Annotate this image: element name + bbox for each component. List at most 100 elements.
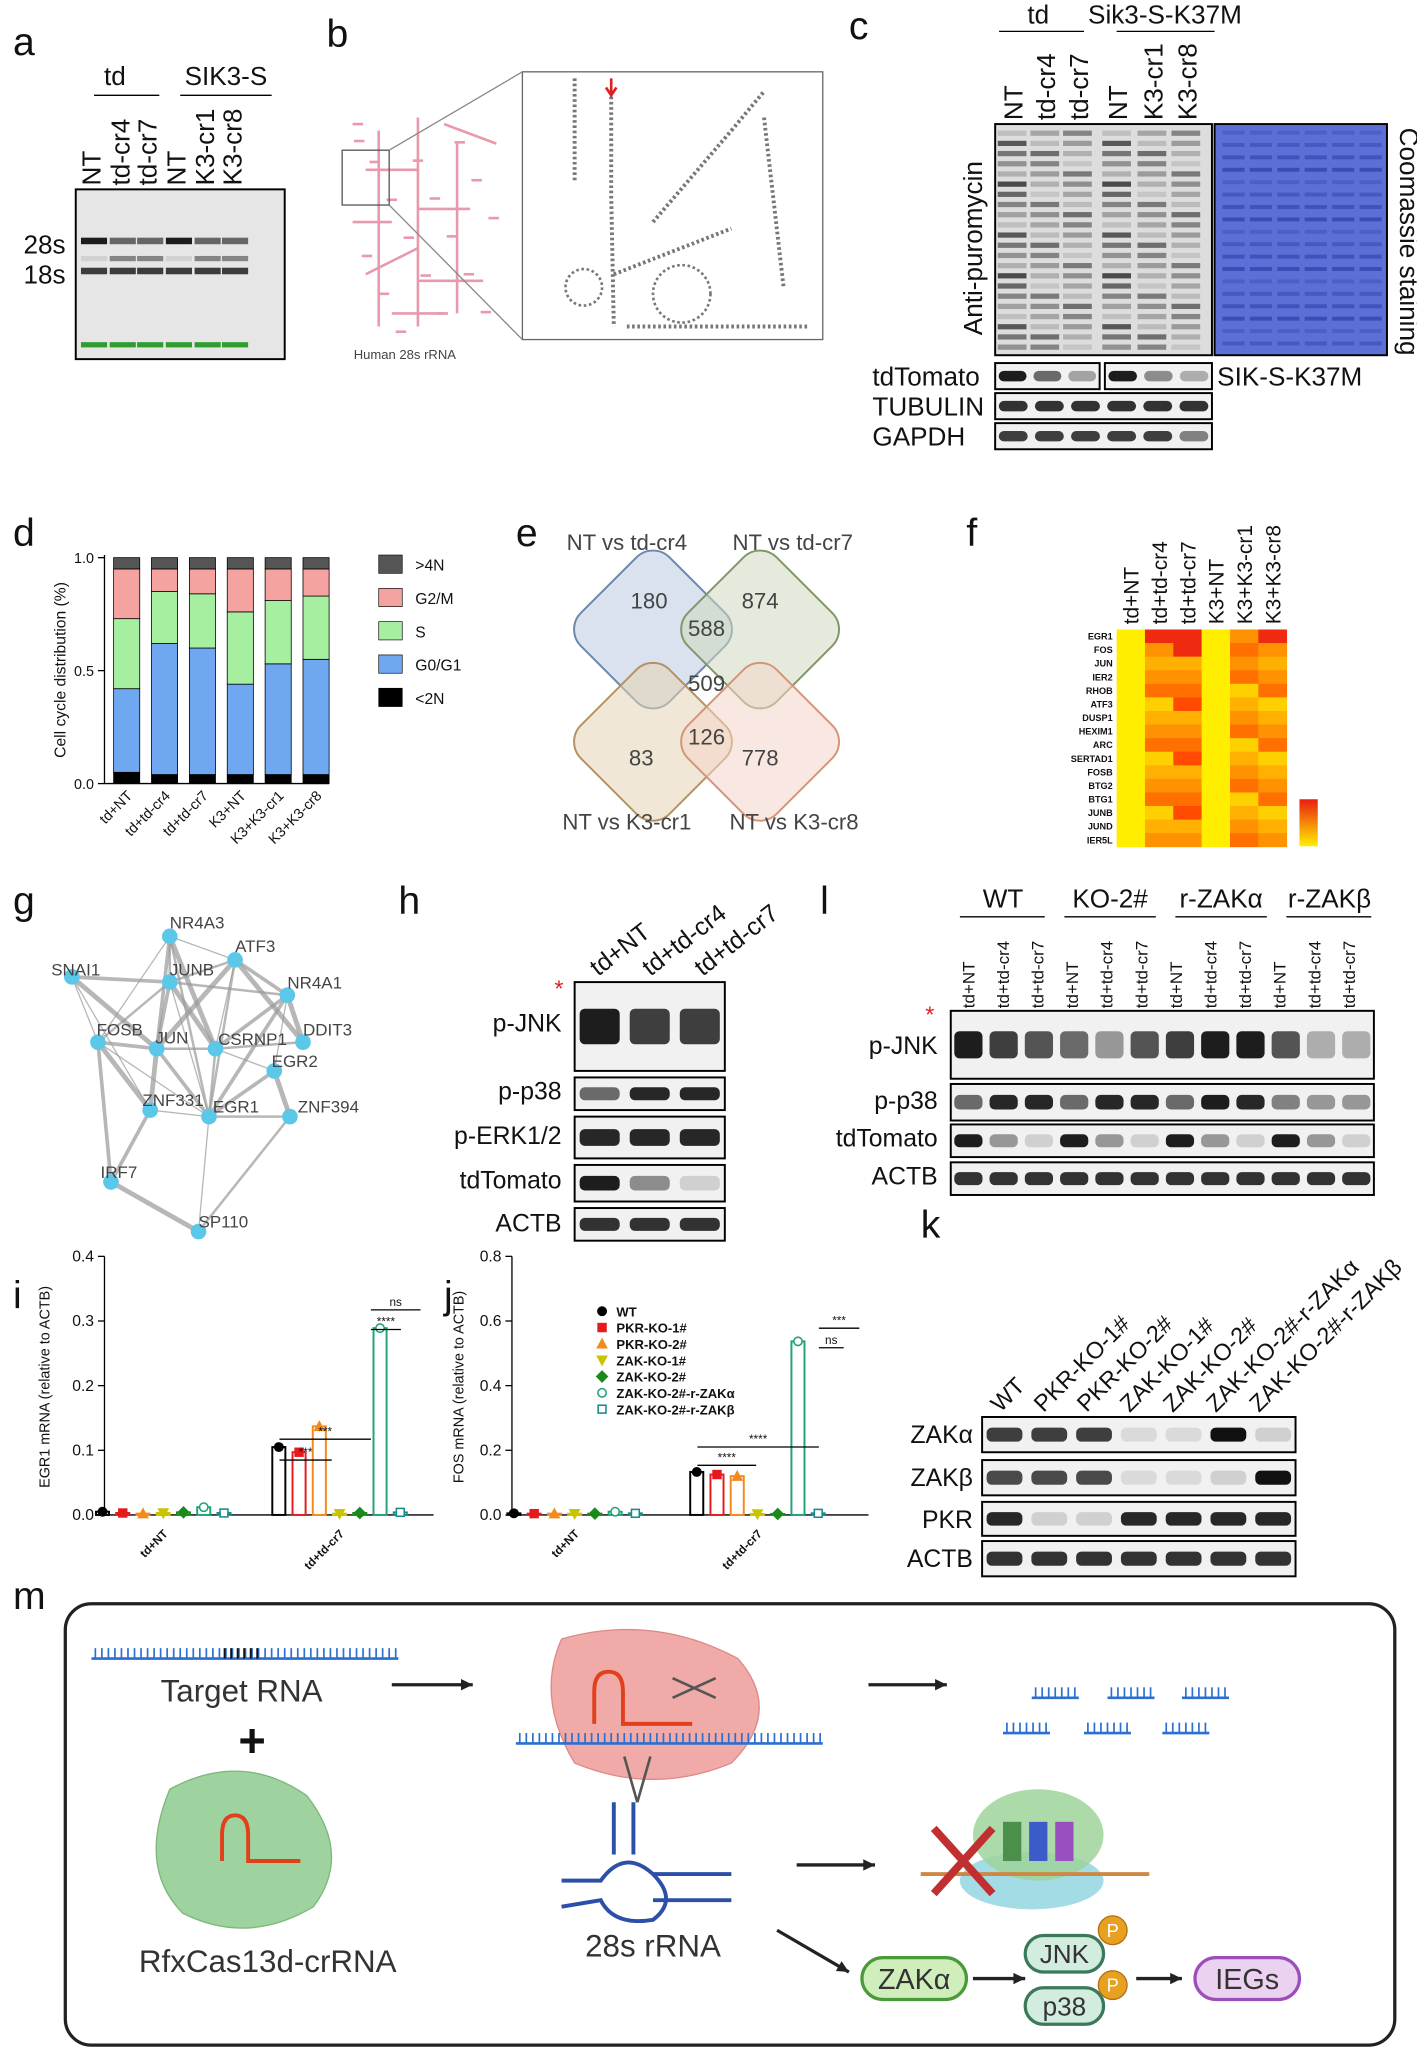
heat-cell bbox=[1116, 751, 1146, 766]
band bbox=[1033, 370, 1062, 382]
bar-segment bbox=[188, 647, 216, 775]
y-tick-label: 0.1 bbox=[72, 1443, 94, 1460]
row-label: RHOB bbox=[1086, 686, 1113, 696]
y-tick-label: 0.3 bbox=[72, 1313, 94, 1330]
band bbox=[80, 342, 108, 348]
data-point bbox=[375, 1323, 386, 1334]
stain-band bbox=[1222, 217, 1245, 222]
panel-label: e bbox=[516, 512, 538, 555]
node-label: IEGs bbox=[1215, 1964, 1279, 1996]
y-tick-label: 0.0 bbox=[480, 1507, 502, 1524]
heat-cell bbox=[1229, 710, 1259, 725]
lane-label: NT bbox=[999, 85, 1029, 120]
network-edge bbox=[215, 1040, 304, 1050]
legend-marker bbox=[596, 1355, 608, 1367]
stain-band bbox=[1249, 192, 1273, 197]
lane-label: td+td-cr4 bbox=[994, 941, 1013, 1008]
stain-band bbox=[1249, 316, 1273, 321]
stain-band bbox=[1249, 130, 1273, 135]
heat-cell bbox=[1201, 819, 1231, 834]
band bbox=[989, 1134, 1018, 1148]
smear bbox=[997, 222, 1027, 228]
smear bbox=[997, 191, 1027, 197]
rrna-schematic bbox=[561, 1802, 732, 1924]
band bbox=[989, 1172, 1018, 1186]
panel-label: h bbox=[398, 880, 420, 923]
band bbox=[137, 237, 164, 245]
panel-label: d bbox=[13, 512, 35, 555]
label: td bbox=[104, 61, 126, 91]
label: p-p38 bbox=[874, 1088, 937, 1115]
bar bbox=[689, 1470, 705, 1516]
rrna-structure bbox=[365, 246, 419, 276]
rrna-structure bbox=[609, 195, 616, 327]
stain-band bbox=[1304, 304, 1327, 309]
column-label: K3+K3-cr8 bbox=[1262, 525, 1285, 624]
smear bbox=[1137, 140, 1167, 147]
stain-band bbox=[1249, 242, 1273, 247]
smear bbox=[1137, 344, 1167, 350]
label: r-ZAKα bbox=[1179, 884, 1262, 914]
smear bbox=[997, 150, 1027, 157]
band bbox=[222, 255, 249, 262]
smear bbox=[997, 303, 1027, 309]
label: 28s bbox=[24, 229, 66, 259]
legend-marker bbox=[597, 1322, 607, 1333]
network-edge bbox=[233, 958, 305, 1044]
bar-segment bbox=[226, 568, 254, 613]
label: p-p38 bbox=[498, 1079, 561, 1106]
heat-cell bbox=[1173, 792, 1203, 807]
bar-segment bbox=[151, 557, 179, 570]
bar bbox=[372, 1327, 388, 1516]
stain-band bbox=[1332, 155, 1355, 160]
bar bbox=[291, 1451, 307, 1516]
band bbox=[1210, 1470, 1247, 1485]
band bbox=[998, 430, 1028, 442]
smear bbox=[997, 161, 1027, 167]
smear bbox=[1171, 181, 1201, 187]
stain-band bbox=[1277, 155, 1300, 160]
legend-label: S bbox=[415, 624, 425, 641]
band bbox=[986, 1512, 1023, 1526]
trna bbox=[1055, 1821, 1074, 1862]
band bbox=[679, 1008, 720, 1045]
band bbox=[1024, 1172, 1054, 1186]
heat-cell bbox=[1116, 765, 1146, 780]
smear bbox=[1030, 273, 1060, 279]
band bbox=[1076, 1551, 1112, 1566]
scissors bbox=[623, 1756, 652, 1803]
heat-cell bbox=[1144, 643, 1174, 658]
label: Human 28s rRNA bbox=[354, 347, 457, 362]
heat-cell bbox=[1144, 792, 1174, 807]
stain-band bbox=[1277, 229, 1300, 234]
data-point bbox=[118, 1508, 128, 1518]
legend-label: G0/G1 bbox=[415, 658, 461, 675]
smear bbox=[997, 293, 1027, 299]
band bbox=[579, 1217, 620, 1231]
data-point bbox=[691, 1466, 702, 1477]
panel-label: f bbox=[966, 512, 977, 555]
smear bbox=[1063, 191, 1092, 197]
smear bbox=[1171, 263, 1201, 269]
smear bbox=[1030, 140, 1060, 147]
smear bbox=[1102, 130, 1131, 136]
stain-band bbox=[1332, 279, 1355, 284]
band bbox=[1165, 1512, 1202, 1526]
cas13-complex bbox=[550, 1628, 760, 1780]
network-edge bbox=[207, 959, 237, 1117]
smear bbox=[1137, 242, 1167, 248]
band bbox=[109, 237, 136, 245]
bar-segment bbox=[302, 595, 330, 660]
bar-segment bbox=[226, 611, 254, 685]
node-label: IRF7 bbox=[101, 1163, 138, 1182]
cleavage-arrow bbox=[604, 78, 618, 98]
stain-band bbox=[1304, 217, 1327, 222]
phospho bbox=[1097, 1915, 1128, 1946]
band bbox=[579, 1087, 620, 1101]
band bbox=[1095, 1094, 1124, 1110]
stain-band bbox=[1249, 329, 1273, 334]
significance-label: ns bbox=[390, 1296, 403, 1309]
heat-cell bbox=[1229, 833, 1259, 848]
smear bbox=[1137, 252, 1167, 259]
